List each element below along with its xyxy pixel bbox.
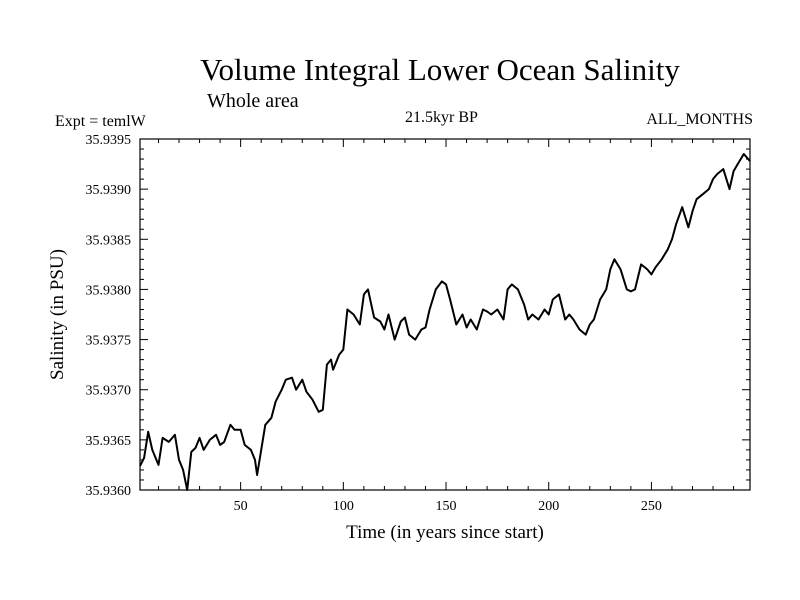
axis-ticks — [140, 138, 750, 491]
y-tick-label: 35.9385 — [86, 233, 132, 248]
x-tick-label: 100 — [333, 499, 354, 514]
x-tick-label: 150 — [436, 499, 457, 514]
y-tick-label: 35.9395 — [86, 133, 132, 148]
y-tick-label: 35.9375 — [86, 334, 132, 349]
y-tick-label: 35.9360 — [86, 484, 132, 499]
chart-title: Volume Integral Lower Ocean Salinity — [200, 52, 680, 87]
y-tick-label: 35.9390 — [86, 183, 132, 198]
months-label: ALL_MONTHS — [646, 111, 753, 128]
y-tick-label: 35.9370 — [86, 384, 132, 399]
x-tick-label: 250 — [641, 499, 662, 514]
x-tick-label: 50 — [234, 499, 248, 514]
experiment-label: Expt = temlW — [55, 113, 146, 130]
x-tick-label: 200 — [538, 499, 559, 514]
axis-tick-labels: 50 100 150 200 250 35.9360 35.9365 35.9370 35.93… — [86, 133, 662, 514]
period-label: 21.5kyr BP — [405, 109, 478, 126]
x-axis-label: Time (in years since start) — [346, 522, 544, 543]
y-tick-label: 35.9365 — [86, 434, 132, 449]
chart-subtitle: Whole area — [207, 90, 299, 112]
y-axis-label: Salinity (in PSU) — [47, 249, 68, 380]
salinity-series-line — [139, 153, 751, 491]
y-tick-label: 35.9380 — [86, 283, 132, 298]
plot-frame — [139, 138, 751, 491]
